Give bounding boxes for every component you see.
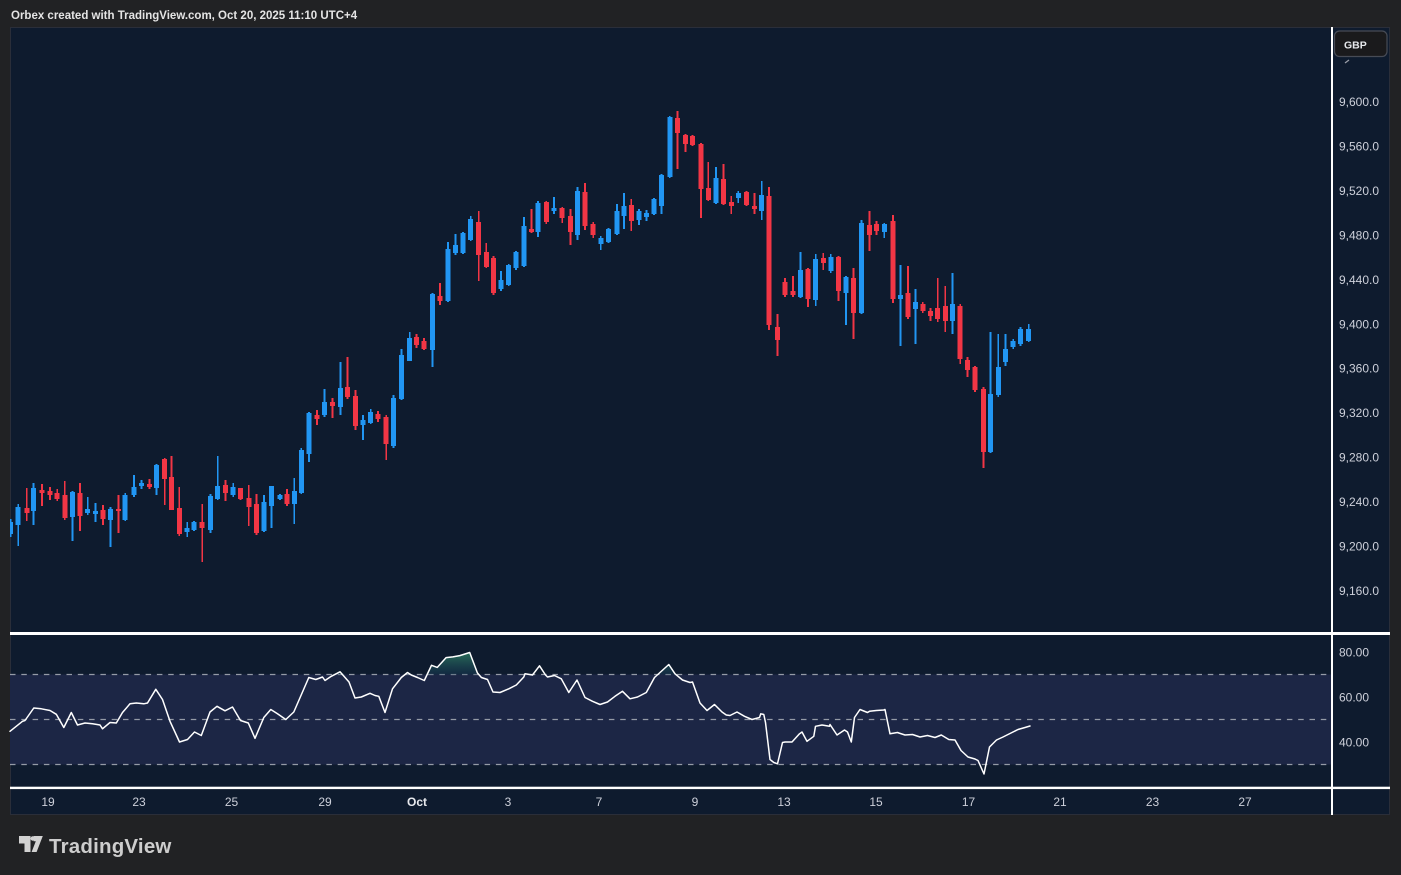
svg-text:25: 25	[225, 795, 239, 809]
svg-text:29: 29	[318, 795, 332, 809]
svg-text:19: 19	[41, 795, 55, 809]
svg-text:9,160.0: 9,160.0	[1339, 584, 1379, 598]
svg-text:60.00: 60.00	[1339, 691, 1369, 705]
svg-text:9,400.0: 9,400.0	[1339, 317, 1379, 331]
svg-text:3: 3	[505, 795, 512, 809]
svg-text:9,200.0: 9,200.0	[1339, 540, 1379, 554]
svg-text:9,440.0: 9,440.0	[1339, 273, 1379, 287]
svg-text:9,600.0: 9,600.0	[1339, 95, 1379, 109]
svg-text:27: 27	[1238, 795, 1252, 809]
svg-text:9,520.0: 9,520.0	[1339, 184, 1379, 198]
svg-text:7: 7	[596, 795, 603, 809]
svg-text:9,480.0: 9,480.0	[1339, 228, 1379, 242]
svg-text:13: 13	[777, 795, 791, 809]
svg-text:Orbex created with TradingView: Orbex created with TradingView.com, Oct …	[11, 10, 358, 22]
svg-text:9,240.0: 9,240.0	[1339, 495, 1379, 509]
svg-text:9,280.0: 9,280.0	[1339, 451, 1379, 465]
svg-text:9: 9	[692, 795, 699, 809]
svg-text:9,360.0: 9,360.0	[1339, 362, 1379, 376]
svg-text:TradingView: TradingView	[49, 835, 172, 858]
svg-text:15: 15	[869, 795, 883, 809]
svg-text:23: 23	[132, 795, 146, 809]
svg-text:23: 23	[1146, 795, 1160, 809]
svg-text:80.00: 80.00	[1339, 646, 1369, 660]
svg-text:9,560.0: 9,560.0	[1339, 140, 1379, 154]
svg-text:9,320.0: 9,320.0	[1339, 406, 1379, 420]
svg-text:40.00: 40.00	[1339, 736, 1369, 750]
svg-text:GBP: GBP	[1344, 39, 1367, 51]
svg-text:Oct: Oct	[407, 795, 427, 809]
svg-text:17: 17	[962, 795, 976, 809]
svg-text:21: 21	[1053, 795, 1067, 809]
